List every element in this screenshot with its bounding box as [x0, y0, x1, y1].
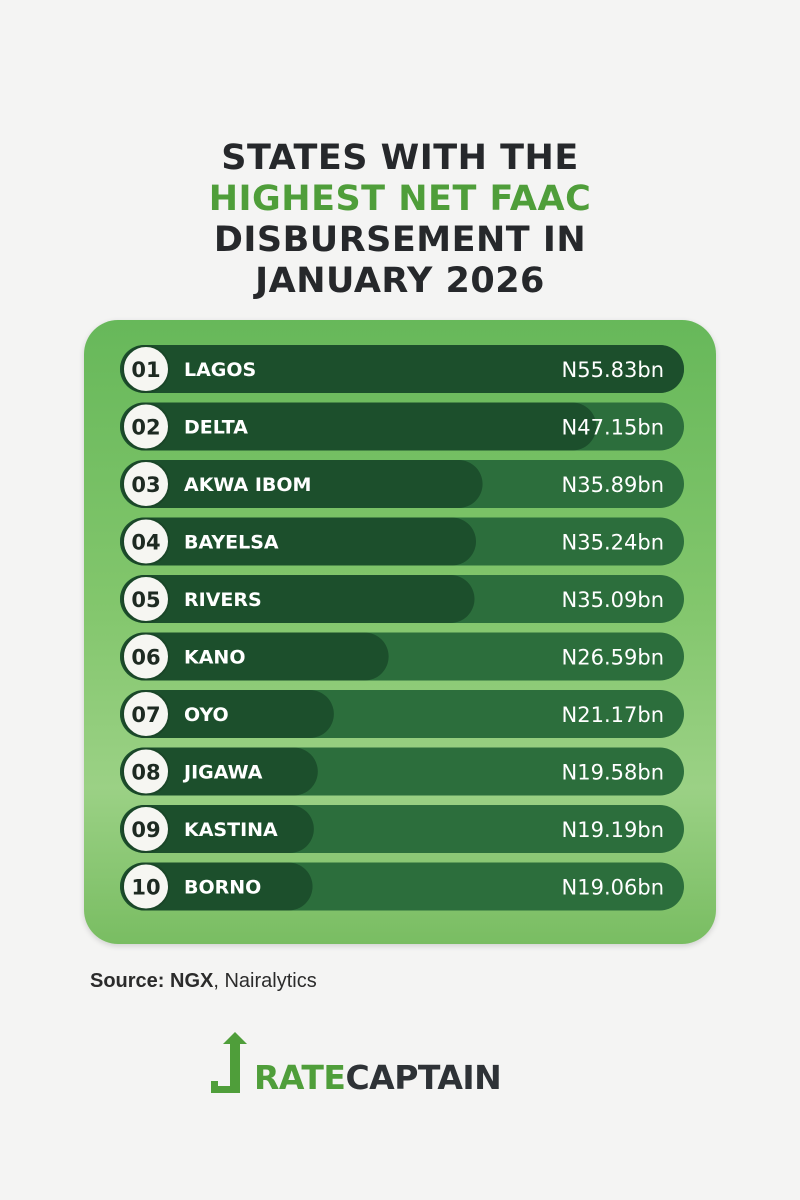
state-label: LAGOS: [184, 359, 256, 381]
value-label: N19.58bn: [562, 761, 664, 785]
state-label: OYO: [184, 704, 229, 726]
bar: [120, 345, 684, 393]
value-label: N19.06bn: [562, 876, 664, 900]
value-label: N21.17bn: [562, 703, 664, 727]
logo-rate: RATE: [254, 1058, 346, 1097]
bar: [120, 862, 313, 911]
source-note: Source: NGX, Nairalytics: [90, 970, 317, 993]
title-line-2: HIGHEST NET FAAC: [208, 179, 592, 219]
logo-captain: CAPTAIN: [345, 1058, 502, 1097]
state-label: AKWA IBOM: [184, 474, 311, 496]
state-label: BORNO: [184, 877, 261, 899]
rank-label: 03: [131, 473, 160, 497]
rate-captain-logo: RATECAPTAIN: [208, 1030, 588, 1100]
title-line-1: STATES WITH THE: [221, 138, 579, 178]
value-label: N47.15bn: [562, 416, 664, 440]
rank-badge: [122, 460, 170, 508]
rank-label: 02: [131, 416, 160, 440]
value-label: N19.19bn: [562, 818, 664, 842]
rank-label: 07: [131, 703, 160, 727]
bar: [120, 517, 476, 566]
rank-badge: [122, 402, 170, 451]
source-label: Source: NGX: [90, 970, 214, 992]
title-line-3: DISBURSEMENT IN: [213, 220, 587, 260]
state-label: DELTA: [184, 417, 248, 439]
rank-label: 09: [131, 818, 160, 842]
rank-label: 04: [131, 531, 160, 555]
source-rest: , Nairalytics: [213, 970, 317, 992]
rank-badge: [122, 575, 170, 623]
bar: [120, 575, 475, 623]
state-label: RIVERS: [184, 589, 262, 611]
value-label: N55.83bn: [562, 358, 664, 382]
rank-label: 05: [131, 588, 160, 612]
rank-badge: [122, 345, 170, 393]
title-line-4: JANUARY 2026: [255, 261, 545, 301]
value-label: N35.89bn: [562, 473, 664, 497]
value-label: N35.24bn: [562, 531, 664, 555]
logo-wordmark: RATECAPTAIN: [254, 1058, 502, 1097]
rank-label: 10: [131, 876, 160, 900]
rank-badge: [122, 517, 170, 566]
rank-badge: [122, 862, 170, 911]
page-title: STATES WITH THE HIGHEST NET FAAC DISBURS…: [0, 138, 800, 302]
rank-badge: [122, 690, 170, 738]
bar: [120, 402, 597, 451]
state-label: JIGAWA: [182, 762, 263, 784]
state-label: KASTINA: [184, 819, 278, 841]
arrow-up-icon: [211, 1032, 247, 1093]
rank-label: 06: [131, 646, 160, 670]
rank-label: 08: [131, 761, 160, 785]
value-label: N35.09bn: [562, 588, 664, 612]
rank-label: 01: [131, 358, 160, 382]
rank-badge: [122, 632, 170, 681]
bar: [120, 460, 483, 508]
bar: [120, 747, 318, 796]
rank-badge: [122, 747, 170, 796]
value-label: N26.59bn: [562, 646, 664, 670]
bar: [120, 805, 314, 853]
state-label: KANO: [184, 647, 245, 669]
rank-badge: [122, 805, 170, 853]
bar: [120, 690, 334, 738]
state-label: BAYELSA: [184, 532, 279, 554]
bar: [120, 632, 389, 681]
